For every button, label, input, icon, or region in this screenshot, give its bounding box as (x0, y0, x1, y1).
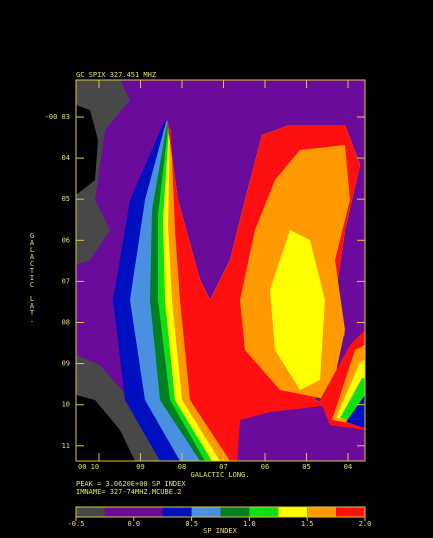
y-axis-label: GALACTIC LAT. (28, 232, 36, 323)
colorbar-label: SP INDEX (203, 527, 238, 535)
colorbar-segment (221, 507, 250, 517)
y-tick-label: 06 (62, 236, 70, 244)
x-tick-label: 07 (219, 463, 227, 471)
colorbar-segment (278, 507, 307, 517)
x-tick-label: 05 (302, 463, 310, 471)
x-tick-label: 09 (136, 463, 144, 471)
y-tick-label: 05 (62, 195, 70, 203)
x-tick-label: 00 10 (78, 463, 99, 471)
y-tick-label: -00 03 (45, 113, 70, 121)
page: {"chart_data":{"type":"image","title":"G… (0, 0, 433, 538)
y-tick-label: 04 (62, 154, 70, 162)
imname-text: IMNAME= 327-74MHZ.MCUBE.2 (76, 488, 181, 496)
colorbar-tick-label: -0.5 (68, 520, 85, 528)
y-tick-label: 08 (62, 319, 70, 327)
y-tick-label: 11 (62, 442, 70, 450)
x-tick-label: 06 (261, 463, 269, 471)
colorbar-tick-label: 1.0 (243, 520, 256, 528)
colorbar-segment (105, 507, 163, 517)
colorbar-segment (163, 507, 192, 517)
peak-text: PEAK = 3.0620E+00 SP INDEX (76, 480, 186, 488)
colorbar-segment (192, 507, 221, 517)
colorbar-segment (76, 507, 105, 517)
x-tick-label: 08 (178, 463, 186, 471)
colorbar-tick-label: 0.0 (127, 520, 140, 528)
x-tick-label: 04 (344, 463, 352, 471)
colorbar-segment (249, 507, 278, 517)
colorbar-tick-label: 1.5 (301, 520, 314, 528)
colorbar-tick-label: 2.0 (359, 520, 372, 528)
y-tick-label: 10 (62, 401, 70, 409)
image (76, 80, 365, 461)
title: GC SPIX 327.451 MHZ (76, 71, 156, 79)
figure: GC SPIX 327.451 MHZ GALACTIC LONG. GALAC… (0, 0, 433, 538)
y-tick-label: 07 (62, 277, 70, 285)
colorbar-segment (336, 507, 365, 517)
y-tick-label: 09 (62, 360, 70, 368)
colorbar-tick-label: 0.5 (185, 520, 198, 528)
x-axis-label: GALACTIC LONG. (190, 471, 249, 479)
colorbar-segment (307, 507, 336, 517)
